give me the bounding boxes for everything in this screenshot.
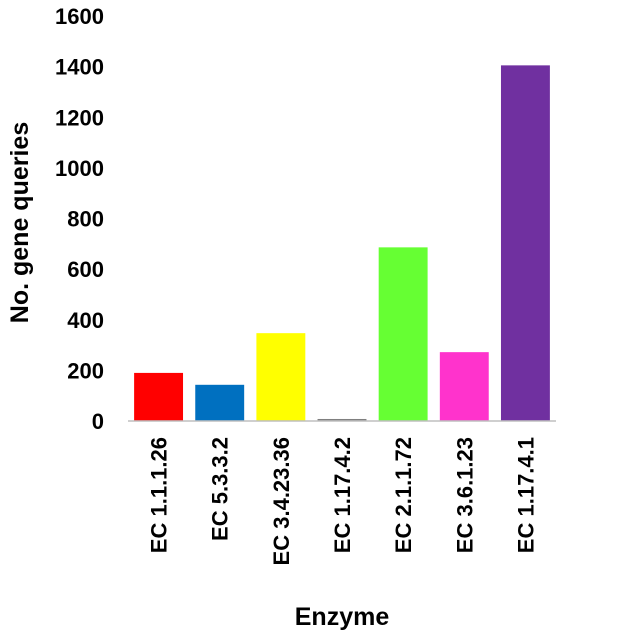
y-tick-label: 600 bbox=[67, 257, 104, 282]
y-tick-label: 1600 bbox=[55, 4, 104, 29]
x-tick-label: EC 1.17.4.1 bbox=[513, 437, 538, 553]
bar bbox=[317, 418, 367, 421]
x-axis-title: Enzyme bbox=[295, 603, 390, 631]
x-tick-label: EC 3.4.23.36 bbox=[269, 437, 294, 565]
bar bbox=[378, 247, 428, 421]
y-axis-title: No. gene queries bbox=[6, 122, 34, 323]
y-tick-label: 1400 bbox=[55, 55, 104, 80]
bar bbox=[256, 333, 306, 421]
y-tick-label: 800 bbox=[67, 207, 104, 232]
bar bbox=[439, 352, 489, 421]
bar bbox=[134, 372, 184, 421]
x-tick-label: EC 5.3.3.2 bbox=[208, 437, 233, 541]
x-tick-label: EC 1.1.1.26 bbox=[147, 437, 172, 553]
x-tick-label: EC 3.6.1.23 bbox=[452, 437, 477, 553]
y-tick-label: 400 bbox=[67, 308, 104, 333]
x-tick-label: EC 1.17.4.2 bbox=[330, 437, 355, 553]
x-tick-label: EC 2.1.1.72 bbox=[391, 437, 416, 553]
x-axis-category-labels: EC 1.1.1.26 EC 5.3.3.2 EC 3.4.23.36 EC 1.17… bbox=[147, 437, 539, 565]
bar bbox=[500, 65, 550, 421]
bar bbox=[195, 384, 245, 421]
y-axis-ticks: 0 200 400 600 800 1000 1200 1400 1600 bbox=[55, 4, 104, 434]
bars bbox=[134, 65, 550, 421]
y-tick-label: 200 bbox=[67, 358, 104, 383]
y-tick-label: 1200 bbox=[55, 105, 104, 130]
y-tick-label: 0 bbox=[92, 409, 104, 434]
y-tick-label: 1000 bbox=[55, 156, 104, 181]
